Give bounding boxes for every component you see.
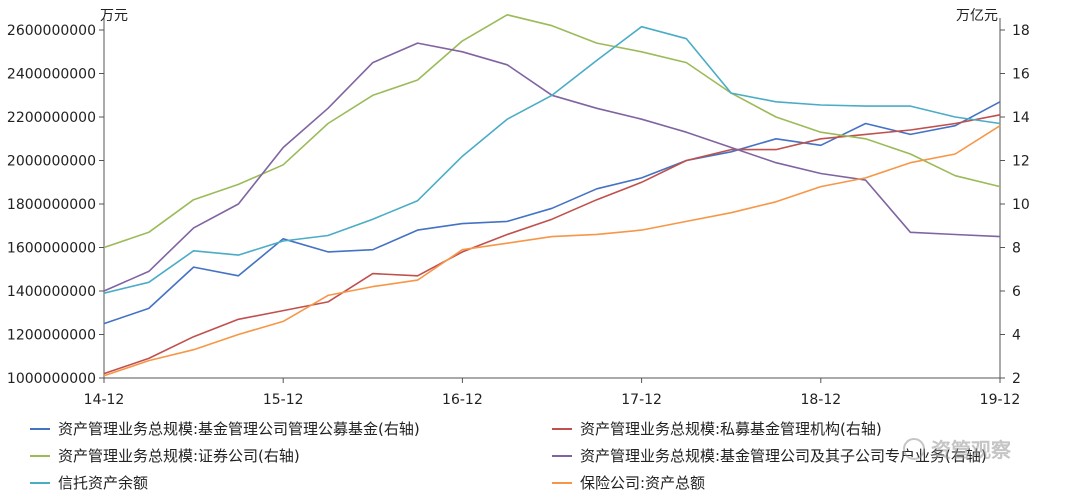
x-tick-label: 14-12	[84, 392, 125, 408]
x-tick-label: 19-12	[980, 392, 1021, 408]
right-tick-label: 10	[1012, 197, 1030, 213]
left-tick-label: 1400000000	[7, 284, 96, 300]
legend-swatch	[552, 427, 572, 430]
legend-item: 信托资产余额	[30, 472, 148, 493]
legend-label: 保险公司:资产总额	[580, 474, 706, 492]
left-tick-label: 2600000000	[7, 23, 96, 39]
series-line-5	[103, 25, 1001, 294]
legend-label: 信托资产余额	[58, 474, 149, 492]
left-tick-label: 1000000000	[7, 371, 96, 387]
legend-item: 资产管理业务总规模:私募基金管理机构(右轴)	[552, 418, 882, 439]
legend-label: 资产管理业务总规模:证券公司(右轴)	[58, 447, 300, 465]
chart-svg: 万元 万亿元 1000000000 1200000000 1400000000 16000…	[7, 8, 1030, 408]
right-tick-label: 12	[1012, 154, 1030, 170]
right-tick-label: 4	[1012, 328, 1021, 344]
legend: 资产管理业务总规模:基金管理公司管理公募基金(右轴) 资产管理业务总规模:私募基金…	[30, 418, 1080, 500]
right-tick-label: 2	[1012, 371, 1021, 387]
watermark-icon	[903, 437, 925, 460]
right-tick-label: 18	[1012, 23, 1030, 39]
x-tick-label: 16-12	[442, 392, 483, 408]
x-tick-label: 18-12	[800, 392, 841, 408]
watermark-text: 资管观察	[931, 438, 1011, 462]
right-axis-unit: 万亿元	[956, 8, 998, 24]
x-tick-label: 17-12	[621, 392, 662, 408]
left-axis-unit: 万元	[100, 8, 128, 24]
right-tick-label: 6	[1012, 284, 1021, 300]
right-tick-label: 8	[1012, 241, 1021, 257]
left-tick-label: 2400000000	[7, 67, 96, 83]
left-tick-label: 1800000000	[7, 197, 96, 213]
series-line-4	[103, 42, 1001, 292]
legend-swatch	[552, 481, 572, 484]
series-line-3	[103, 14, 1001, 249]
x-tick-label: 15-12	[263, 392, 304, 408]
legend-swatch	[552, 454, 572, 457]
legend-swatch	[30, 454, 50, 457]
right-tick-label: 14	[1012, 110, 1030, 126]
series-line-6	[103, 125, 1001, 377]
series-line-1	[103, 101, 1001, 325]
left-tick-label: 2000000000	[7, 154, 96, 170]
legend-item: 保险公司:资产总额	[552, 472, 705, 493]
legend-swatch	[30, 427, 50, 430]
left-tick-label: 2200000000	[7, 110, 96, 126]
legend-item: 资产管理业务总规模:证券公司(右轴)	[30, 445, 300, 466]
legend-item: 资产管理业务总规模:基金管理公司及其子公司专户业务(右轴)	[552, 445, 987, 466]
watermark: 资管观察	[903, 434, 1011, 463]
legend-swatch	[30, 481, 50, 484]
legend-label: 资产管理业务总规模:私募基金管理机构(右轴)	[580, 420, 882, 438]
left-tick-label: 1200000000	[7, 328, 96, 344]
legend-item: 资产管理业务总规模:基金管理公司管理公募基金(右轴)	[30, 418, 420, 439]
series-group	[103, 14, 1001, 377]
right-tick-label: 16	[1012, 67, 1030, 83]
axes: 万元 万亿元 1000000000 1200000000 1400000000 16000…	[7, 8, 1030, 408]
legend-label: 资产管理业务总规模:基金管理公司管理公募基金(右轴)	[58, 420, 420, 438]
legend-label: 资产管理业务总规模:基金管理公司及其子公司专户业务(右轴)	[580, 447, 987, 465]
left-tick-label: 1600000000	[7, 241, 96, 257]
